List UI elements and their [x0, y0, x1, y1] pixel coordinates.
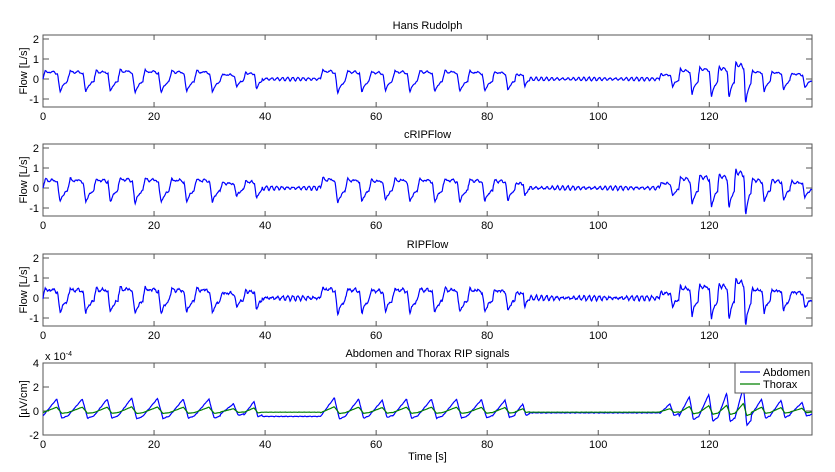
x-tick-label: 100	[589, 439, 607, 451]
y-tick-label: 1	[33, 54, 39, 66]
x-tick-label: 40	[259, 439, 271, 451]
series-line-ripflow	[42, 277, 813, 325]
x-tick-label: 40	[259, 111, 271, 123]
x-tick-label: 100	[589, 330, 607, 342]
y-tick-label: -1	[29, 313, 39, 325]
y-tick-label: 2	[33, 382, 39, 394]
y-tick-label: 2	[33, 253, 39, 265]
x-tick-label: 80	[481, 220, 493, 232]
y-tick-label: 2	[33, 143, 39, 155]
subplot-title: cRIPFlow	[404, 129, 451, 141]
axes-box	[42, 362, 813, 436]
x-tick-label: 100	[589, 111, 607, 123]
y-tick-label: 4	[33, 358, 39, 370]
y-axis-label: Flow [L/s]	[18, 156, 30, 203]
series-line-cripflow	[42, 168, 813, 215]
x-axis-label: Time [s]	[408, 451, 447, 463]
y-tick-label: -1	[29, 203, 39, 215]
subplot-title: RIPFlow	[407, 239, 449, 251]
x-tick-label: 0	[40, 330, 46, 342]
x-tick-label: 80	[481, 330, 493, 342]
x-tick-label: 0	[40, 439, 46, 451]
subplot-title: Hans Rudolph	[393, 20, 463, 32]
y-tick-label: 2	[33, 34, 39, 46]
series-line-thorax	[42, 402, 812, 417]
x-tick-label: 60	[370, 330, 382, 342]
y-tick-label: -2	[29, 430, 39, 442]
y-axis-label: [µV/cm]	[18, 380, 30, 418]
x-tick-label: 20	[148, 330, 160, 342]
y-tick-label: 0	[33, 293, 39, 305]
y-exponent-label: x 10-4	[45, 351, 72, 363]
y-tick-label: -1	[29, 94, 39, 106]
x-tick-label: 120	[700, 439, 718, 451]
x-tick-label: 100	[589, 220, 607, 232]
x-tick-label: 0	[40, 111, 46, 123]
x-tick-label: 120	[700, 111, 718, 123]
legend-label-abdomen: Abdomen	[763, 367, 810, 379]
x-tick-label: 40	[259, 330, 271, 342]
x-tick-label: 80	[481, 111, 493, 123]
series-line-hans-rudolph-flow	[42, 60, 813, 103]
x-tick-label: 80	[481, 439, 493, 451]
legend-box	[734, 362, 813, 394]
x-tick-label: 60	[370, 220, 382, 232]
legend-label-thorax: Thorax	[763, 379, 798, 391]
y-exponent-power: -4	[66, 351, 72, 358]
x-tick-label: 0	[40, 220, 46, 232]
y-tick-label: 1	[33, 163, 39, 175]
subplot-title: Abdomen and Thorax RIP signals	[345, 348, 510, 360]
y-axis-label: Flow [L/s]	[18, 266, 30, 313]
x-tick-label: 20	[148, 439, 160, 451]
x-tick-label: 20	[148, 220, 160, 232]
x-tick-label: 20	[148, 111, 160, 123]
y-tick-label: 1	[33, 273, 39, 285]
x-tick-label: 120	[700, 220, 718, 232]
y-tick-label: 0	[33, 406, 39, 418]
series-line-abdomen	[42, 385, 813, 427]
x-tick-label: 60	[370, 111, 382, 123]
subplot-4: Abdomen and Thorax RIP signals[µV/cm]0 20…	[18, 348, 813, 451]
y-axis-label: Flow [L/s]	[18, 47, 30, 94]
y-tick-label: 0	[33, 74, 39, 86]
y-tick-label: 0	[33, 183, 39, 195]
x-tick-label: 40	[259, 220, 271, 232]
x-tick-label: 120	[700, 330, 718, 342]
x-tick-label: 60	[370, 439, 382, 451]
